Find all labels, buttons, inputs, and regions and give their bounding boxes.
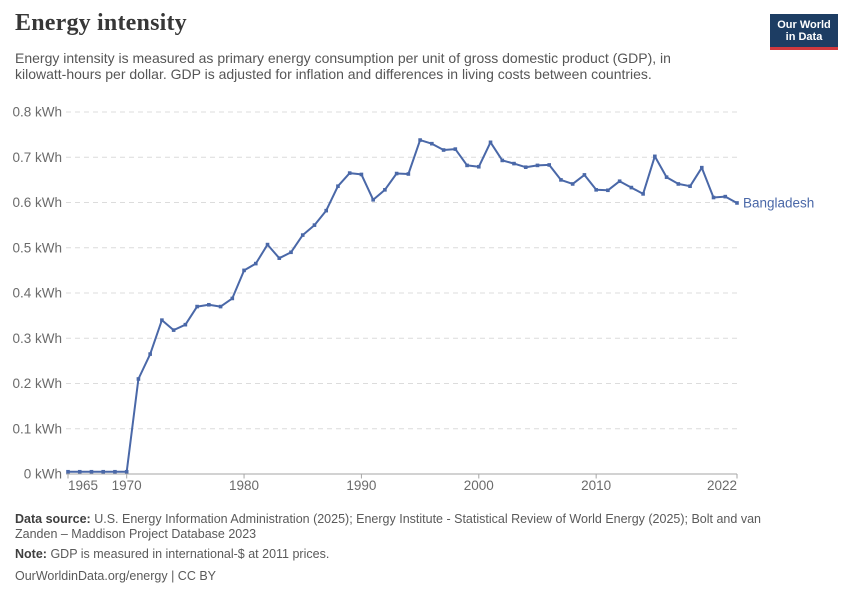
data-point-marker[interactable] <box>453 147 458 151</box>
data-point-marker[interactable] <box>394 171 399 176</box>
data-point-marker[interactable] <box>136 377 141 381</box>
x-tick-label: 1980 <box>229 478 259 493</box>
data-point-marker[interactable] <box>289 250 293 255</box>
data-point-marker[interactable] <box>735 201 739 205</box>
owid-logo[interactable]: Our World in Data <box>770 14 838 50</box>
data-point-marker[interactable] <box>101 469 106 474</box>
data-point-marker[interactable] <box>383 188 387 192</box>
series-label-bangladesh[interactable]: Bangladesh <box>743 195 814 210</box>
x-tick-label: 1965 <box>68 478 98 493</box>
data-point-marker[interactable] <box>430 141 434 146</box>
note-label: Note: <box>15 547 47 561</box>
data-point-marker[interactable] <box>488 140 493 145</box>
data-point-marker[interactable] <box>629 185 634 190</box>
data-point-marker[interactable] <box>559 178 563 182</box>
data-source-text-1: U.S. Energy Information Administration (… <box>94 512 761 526</box>
data-point-marker[interactable] <box>699 165 704 170</box>
data-point-marker[interactable] <box>148 352 152 356</box>
data-point-marker[interactable] <box>606 188 610 193</box>
data-point-marker[interactable] <box>523 165 528 170</box>
data-point-marker[interactable] <box>535 163 540 168</box>
x-tick-label: 2000 <box>464 478 494 493</box>
x-tick-label: 1970 <box>112 478 142 493</box>
data-point-marker[interactable] <box>207 302 211 307</box>
x-tick-label: 2010 <box>581 478 611 493</box>
data-point-marker[interactable] <box>688 184 692 189</box>
data-point-marker[interactable] <box>711 195 716 200</box>
data-point-marker[interactable] <box>406 172 411 176</box>
data-point-marker[interactable] <box>324 208 329 213</box>
data-source-line: Data source: U.S. Energy Information Adm… <box>15 512 837 542</box>
data-point-marker[interactable] <box>371 197 375 202</box>
data-point-marker[interactable] <box>218 304 223 309</box>
data-point-marker[interactable] <box>312 223 317 227</box>
data-point-marker[interactable] <box>77 469 82 474</box>
data-point-marker[interactable] <box>476 164 481 169</box>
series-line-bangladesh[interactable] <box>67 139 738 473</box>
data-point-marker[interactable] <box>89 469 94 474</box>
y-tick-label: 0.5 kWh <box>12 240 62 255</box>
chart-subtitle: Energy intensity is measured as primary … <box>15 50 745 82</box>
y-tick-label: 0.2 kWh <box>12 376 62 391</box>
data-point-marker[interactable] <box>570 182 575 186</box>
data-point-marker[interactable] <box>512 161 516 166</box>
data-point-marker[interactable] <box>183 322 188 327</box>
data-point-marker[interactable] <box>124 469 129 474</box>
data-point-marker[interactable] <box>171 328 176 332</box>
data-point-marker[interactable] <box>465 163 469 168</box>
x-tick-label: 1990 <box>346 478 376 493</box>
data-point-marker[interactable] <box>500 158 505 163</box>
data-point-marker[interactable] <box>641 192 645 196</box>
y-tick-label: 0.3 kWh <box>12 331 62 346</box>
y-tick-label: 0.7 kWh <box>12 150 62 165</box>
data-point-marker[interactable] <box>66 469 70 474</box>
chart-footer: Data source: U.S. Energy Information Adm… <box>15 512 837 584</box>
data-point-marker[interactable] <box>723 194 728 199</box>
y-tick-label: 0.8 kWh <box>12 105 62 120</box>
data-point-marker[interactable] <box>418 138 422 142</box>
data-point-marker[interactable] <box>113 469 117 474</box>
data-point-marker[interactable] <box>195 304 199 309</box>
data-point-marker[interactable] <box>441 148 446 152</box>
data-point-marker[interactable] <box>265 242 270 247</box>
data-point-marker[interactable] <box>653 154 657 159</box>
data-point-marker[interactable] <box>676 182 681 186</box>
y-tick-label: 0.4 kWh <box>12 286 62 301</box>
owid-logo-line2: in Data <box>785 30 823 43</box>
y-tick-label: 0.6 kWh <box>12 195 62 210</box>
data-point-marker[interactable] <box>230 296 235 301</box>
chart-canvas: 0 kWh 0.1 kWh 0.2 kWh 0.3 kWh 0.4 kWh 0.5 kWh… <box>12 105 814 494</box>
data-point-marker[interactable] <box>253 261 258 266</box>
data-point-marker[interactable] <box>300 233 305 237</box>
data-point-marker[interactable] <box>359 172 364 177</box>
owid-logo-line1: Our World <box>777 18 831 31</box>
data-point-marker[interactable] <box>617 179 622 184</box>
data-source-label: Data source: <box>15 512 91 526</box>
page-title: Energy intensity <box>15 10 187 36</box>
note-text: GDP is measured in international-$ at 20… <box>50 547 330 561</box>
data-point-marker[interactable] <box>594 188 598 192</box>
note-line: Note: GDP is measured in international-$… <box>15 547 837 562</box>
y-tick-label: 0.1 kWh <box>12 421 62 436</box>
y-tick-label: 0 kWh <box>24 467 62 482</box>
citation-link[interactable]: OurWorldinData.org/energy | CC BY <box>15 569 217 583</box>
data-source-text-2: Zanden – Maddison Project Database 2023 <box>15 527 257 541</box>
data-point-marker[interactable] <box>547 163 552 167</box>
data-point-marker[interactable] <box>277 256 282 260</box>
data-point-marker[interactable] <box>347 171 352 175</box>
subtitle-line: kilowatt-hours per dollar. GDP is adjust… <box>15 65 652 82</box>
data-point-marker[interactable] <box>664 175 669 179</box>
data-point-marker[interactable] <box>160 318 164 322</box>
data-point-marker[interactable] <box>242 268 246 273</box>
data-point-marker[interactable] <box>582 173 587 177</box>
data-point-marker[interactable] <box>336 184 340 189</box>
x-tick-label: 2022 <box>707 478 737 493</box>
subtitle-line: Energy intensity is measured as primary … <box>15 50 671 66</box>
